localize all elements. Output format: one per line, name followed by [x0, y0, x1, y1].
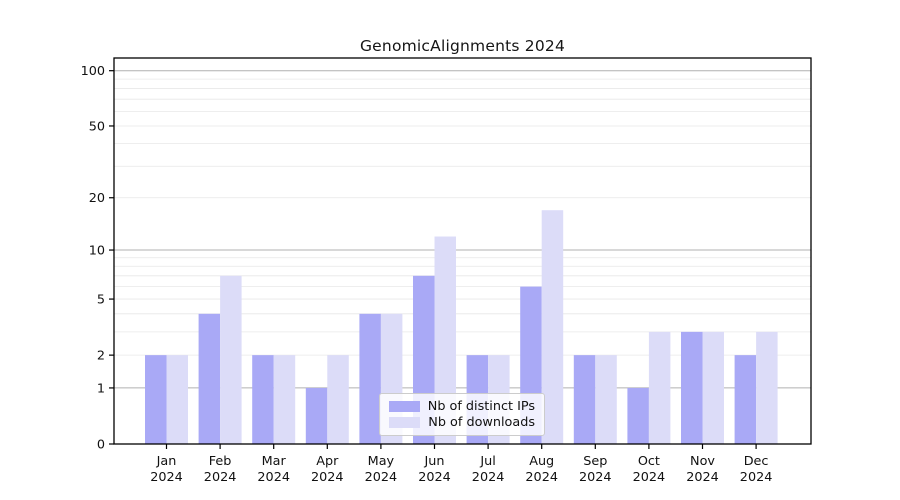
bar-downloads-feb	[220, 275, 242, 444]
x-tick-label-year-nov: 2024	[686, 470, 719, 485]
bar-downloads-oct	[648, 331, 671, 444]
bar-downloads-mar	[273, 355, 296, 444]
x-tick-label-year-mar: 2024	[257, 470, 290, 485]
legend-swatch-distinct-ips	[389, 400, 420, 412]
y-tick-label-2: 2	[97, 349, 105, 364]
x-tick-label-month-may: May	[368, 454, 395, 469]
x-tick-label-year-jul: 2024	[472, 470, 505, 485]
legend: Nb of distinct IPs Nb of downloads	[379, 393, 545, 436]
plot-border	[113, 57, 812, 445]
y-tick-label-20: 20	[89, 191, 105, 206]
x-tick-label-year-apr: 2024	[311, 470, 344, 485]
x-tick-label-year-feb: 2024	[204, 470, 237, 485]
bar-distinct-ips-oct	[627, 387, 649, 444]
bar-distinct-ips-dec	[734, 355, 757, 444]
y-tick-label-0: 0	[97, 437, 105, 452]
y-tick-label-1: 1	[97, 381, 105, 396]
x-tick-label-year-aug: 2024	[525, 470, 558, 485]
x-tick-label-year-sep: 2024	[579, 470, 612, 485]
bar-downloads-aug	[541, 210, 564, 444]
legend-item-downloads: Nb of downloads	[389, 415, 535, 430]
x-tick-label-year-jan: 2024	[150, 470, 183, 485]
y-tick-label-50: 50	[89, 119, 105, 134]
x-tick-label-month-aug: Aug	[529, 454, 554, 469]
legend-label-downloads: Nb of downloads	[428, 415, 535, 431]
bar-downloads-nov	[702, 331, 724, 444]
bar-downloads-jun	[434, 236, 456, 444]
bar-downloads-jan	[166, 355, 188, 444]
x-tick-label-month-dec: Dec	[744, 454, 769, 469]
y-tick-label-5: 5	[97, 292, 105, 307]
bar-distinct-ips-may	[359, 313, 381, 444]
legend-swatch-downloads	[389, 417, 420, 429]
y-tick-label-100: 100	[81, 64, 105, 79]
chart-title: GenomicAlignments 2024	[359, 37, 566, 55]
x-tick-label-month-nov: Nov	[690, 454, 715, 469]
bar-downloads-apr	[327, 355, 349, 444]
bar-downloads-dec	[756, 331, 778, 444]
x-tick-label-month-apr: Apr	[316, 454, 339, 469]
legend-label-distinct-ips: Nb of distinct IPs	[427, 398, 535, 414]
x-tick-label-year-oct: 2024	[633, 470, 666, 485]
x-tick-label-month-mar: Mar	[262, 454, 287, 469]
x-tick-label-year-may: 2024	[365, 470, 398, 485]
bar-distinct-ips-sep	[573, 355, 596, 444]
bar-distinct-ips-nov	[681, 331, 703, 444]
y-tick-label-10: 10	[89, 243, 105, 258]
bar-distinct-ips-jan	[145, 355, 167, 444]
x-tick-label-month-oct: Oct	[638, 454, 660, 469]
x-tick-label-month-jul: Jul	[479, 454, 495, 469]
bar-distinct-ips-mar	[252, 355, 274, 444]
x-tick-label-year-jun: 2024	[418, 470, 451, 485]
x-tick-label-month-jan: Jan	[156, 454, 177, 469]
x-tick-label-month-feb: Feb	[209, 454, 232, 469]
bar-distinct-ips-feb	[198, 313, 221, 444]
bar-distinct-ips-apr	[305, 387, 328, 444]
x-tick-label-month-jun: Jun	[424, 454, 445, 469]
bar-downloads-sep	[595, 355, 617, 444]
legend-item-distinct-ips: Nb of distinct IPs	[389, 399, 535, 414]
x-tick-label-year-dec: 2024	[740, 470, 773, 485]
x-tick-label-month-sep: Sep	[583, 454, 607, 469]
